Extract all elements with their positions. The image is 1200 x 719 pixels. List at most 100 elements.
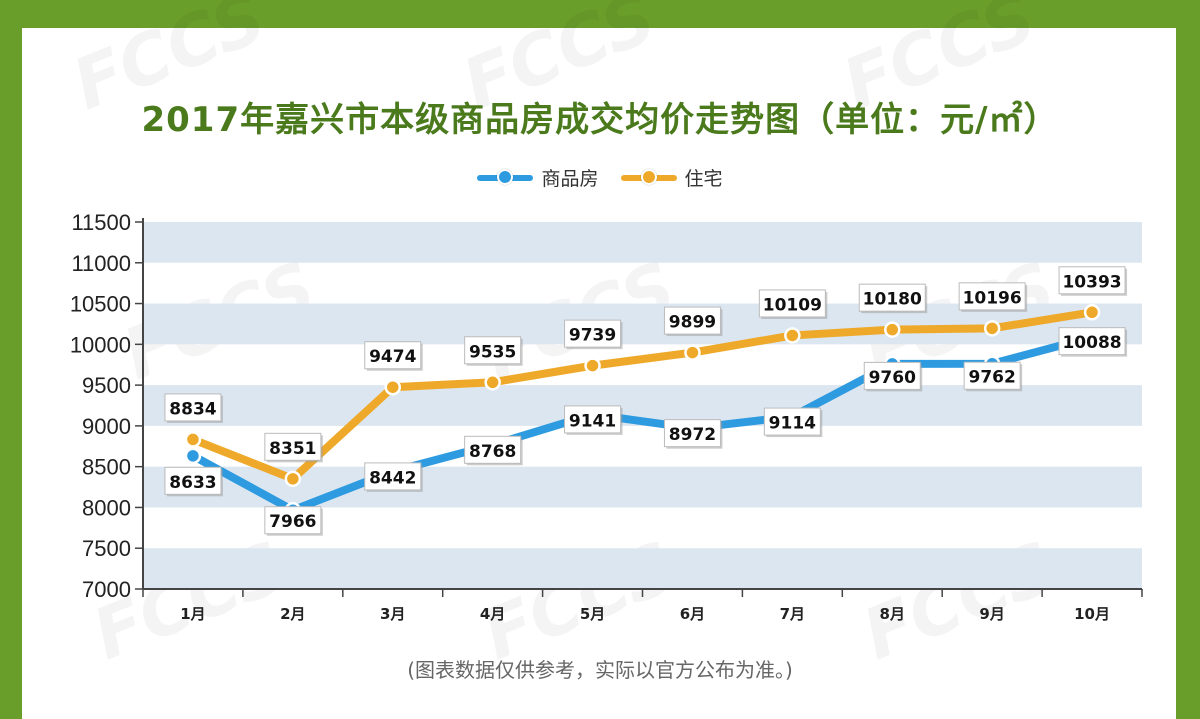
y-tick-label: 8500 — [82, 455, 131, 480]
legend-item-residential: 住宅 — [620, 164, 723, 191]
label-box — [264, 506, 322, 535]
x-tick-label: 8月 — [880, 605, 905, 623]
label-text: 9114 — [769, 414, 816, 434]
legend-swatch-residential — [620, 168, 677, 185]
data-label-residential: 10180 — [858, 283, 928, 314]
label-text: 9899 — [669, 313, 716, 333]
x-tick-label: 1月 — [180, 605, 205, 623]
data-label-residential: 8834 — [164, 393, 223, 423]
label-text: 9739 — [569, 326, 616, 346]
legend-label-residential: 住宅 — [684, 168, 723, 190]
data-label-residential: 9899 — [663, 306, 723, 337]
data-point-1 — [983, 320, 1001, 337]
label-box — [1058, 327, 1126, 356]
y-tick-label: 11500 — [71, 210, 131, 235]
label-box — [564, 405, 622, 434]
label-text: 10180 — [863, 290, 922, 310]
data-label-commercial: 9114 — [763, 407, 823, 438]
x-tick-label: 6月 — [680, 605, 705, 623]
label-box — [164, 466, 222, 495]
label-text: 8442 — [369, 468, 416, 488]
y-tick-label: 7000 — [82, 577, 131, 602]
label-box — [758, 289, 826, 318]
label-text: 8834 — [169, 399, 216, 419]
data-label-residential: 10109 — [758, 289, 828, 319]
footnote: (图表数据仅供参考，实际以官方公布为准。) — [407, 658, 793, 682]
label-text: 9141 — [569, 411, 616, 431]
label-box — [364, 341, 422, 370]
data-label-commercial: 7966 — [264, 506, 323, 536]
label-box — [464, 336, 522, 365]
data-point-1 — [784, 327, 801, 344]
label-text: 8633 — [169, 473, 216, 493]
legend-label-commercial: 商品房 — [541, 168, 599, 190]
y-tick-label: 11000 — [71, 251, 131, 276]
data-label-commercial: 8768 — [464, 435, 523, 466]
data-label-commercial: 10088 — [1058, 327, 1128, 357]
y-tick-label: 7500 — [82, 536, 131, 561]
x-tick-label: 7月 — [780, 605, 805, 623]
data-point-1 — [584, 357, 601, 374]
data-point-1 — [684, 344, 701, 361]
data-point-1 — [884, 321, 901, 338]
label-box — [663, 306, 721, 335]
label-box — [364, 462, 422, 491]
label-box — [264, 432, 322, 461]
data-label-residential: 8351 — [264, 432, 323, 463]
data-label-residential: 10196 — [958, 282, 1028, 312]
chart-title: 2017年嘉兴市本级商品房成交均价走势图（单位：元/㎡） — [141, 100, 1059, 140]
data-label-residential: 9739 — [564, 319, 623, 350]
x-tick-label: 4月 — [480, 605, 505, 623]
label-box — [763, 407, 821, 436]
data-label-commercial: 8633 — [164, 466, 223, 497]
label-box — [464, 435, 522, 464]
x-tick-label: 5月 — [580, 605, 605, 623]
label-box — [164, 393, 222, 422]
legend-swatch-commercial — [477, 168, 534, 185]
label-text: 8972 — [669, 425, 716, 445]
y-tick-label: 9500 — [82, 373, 131, 398]
label-text: 8768 — [469, 442, 516, 462]
label-text: 10393 — [1062, 272, 1121, 292]
data-label-residential: 9535 — [464, 336, 523, 366]
label-box — [663, 419, 721, 448]
data-label-residential: 9474 — [364, 341, 423, 371]
y-tick-label: 10000 — [70, 332, 131, 357]
label-box — [564, 319, 622, 348]
label-text: 10196 — [963, 288, 1022, 308]
series-line-1 — [188, 308, 1097, 483]
legend-item-commercial: 商品房 — [477, 164, 599, 191]
data-point-0 — [184, 447, 202, 465]
label-text: 10088 — [1062, 333, 1121, 353]
data-point-1 — [384, 378, 401, 396]
data-label-commercial: 9760 — [863, 361, 923, 392]
label-box — [963, 361, 1021, 390]
data-label-commercial: 8972 — [663, 419, 723, 449]
x-tick-label: 3月 — [380, 605, 405, 623]
label-text: 8351 — [269, 439, 316, 459]
label-text: 9535 — [469, 342, 516, 362]
data-label-residential: 10393 — [1058, 266, 1128, 296]
data-point-1 — [484, 374, 501, 391]
series-line-0 — [188, 333, 1097, 515]
label-text: 7966 — [269, 512, 316, 532]
grid-band — [143, 222, 1142, 263]
y-tick-label: 8000 — [82, 495, 131, 520]
data-label-commercial: 9762 — [963, 361, 1023, 392]
x-tick-label: 9月 — [979, 605, 1004, 623]
label-text: 9762 — [968, 368, 1015, 388]
chart-legend: 商品房 住宅 — [0, 164, 1200, 191]
y-tick-label: 9000 — [82, 414, 131, 439]
label-text: 9760 — [869, 368, 916, 388]
data-label-commercial: 8442 — [364, 462, 423, 492]
x-tick-label: 10月 — [1074, 605, 1110, 623]
x-tick-label: 2月 — [280, 605, 305, 623]
label-box — [958, 282, 1026, 311]
data-point-1 — [284, 470, 302, 488]
y-tick-label: 10500 — [70, 292, 131, 317]
label-text: 10109 — [763, 295, 822, 315]
data-label-commercial: 9141 — [564, 405, 623, 435]
label-box — [1058, 266, 1126, 295]
data-point-1 — [184, 431, 202, 448]
